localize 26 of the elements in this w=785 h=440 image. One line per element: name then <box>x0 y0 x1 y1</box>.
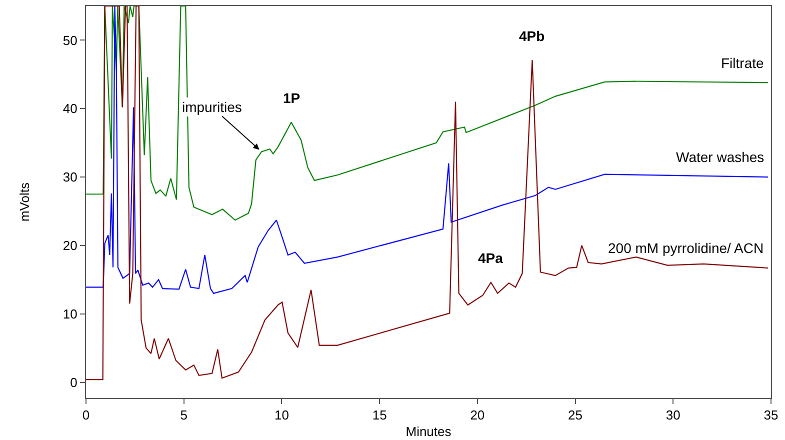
x-tick-label: 10 <box>274 408 289 423</box>
annotation: 1P <box>283 90 300 106</box>
x-tick-label: 5 <box>180 408 188 423</box>
x-tick-label: 25 <box>568 408 583 423</box>
x-tick-label: 0 <box>82 408 90 423</box>
line-series <box>86 6 769 294</box>
y-tick-label: 20 <box>62 238 78 253</box>
x-tick-label: 35 <box>764 408 778 423</box>
x-tick-label: 30 <box>666 408 680 423</box>
y-tick-label: 50 <box>62 32 78 48</box>
x-tick-label: 20 <box>470 408 485 423</box>
y-tick-label: 0 <box>70 374 78 390</box>
x-tick-label: 15 <box>372 408 387 423</box>
series-label: Filtrate <box>721 55 764 71</box>
line-series <box>86 6 769 221</box>
annotation: 4Pb <box>519 28 545 44</box>
series-label: 200 mM pyrrolidine/ ACN <box>608 240 764 256</box>
y-axis-title: mVolts <box>16 182 32 222</box>
annotation: impurities <box>182 99 242 115</box>
x-axis-title: Minutes <box>406 424 452 440</box>
series-label: Water washes <box>676 149 764 165</box>
line-series <box>86 6 769 380</box>
annotation: 4Pa <box>478 250 504 266</box>
y-tick-label: 30 <box>62 170 78 185</box>
y-tick-label: 10 <box>62 306 78 322</box>
y-tick-label: 40 <box>62 101 78 116</box>
